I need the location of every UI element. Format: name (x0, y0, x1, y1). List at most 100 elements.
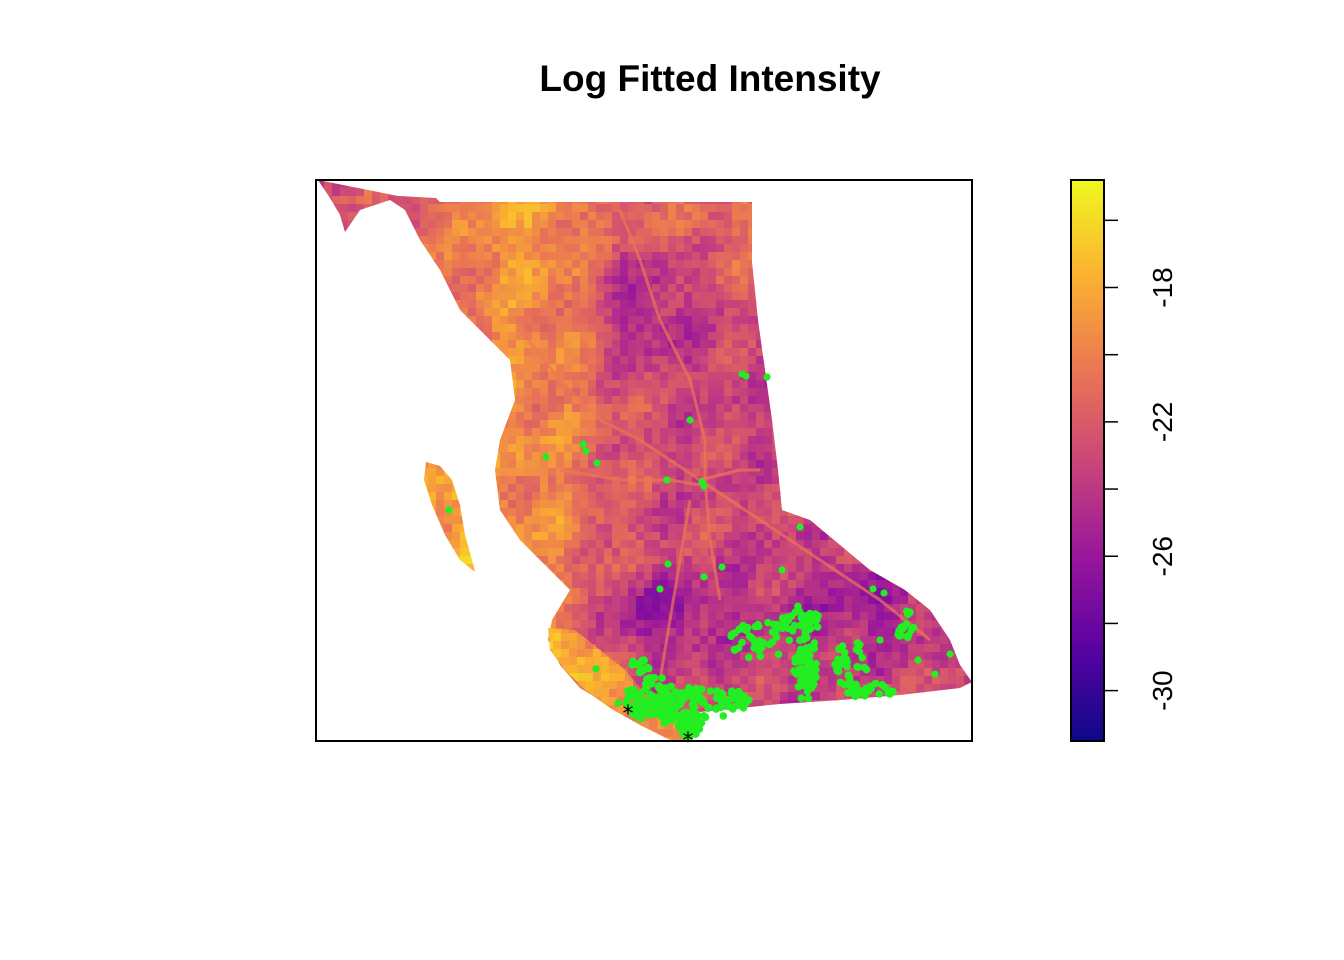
raster-cell (620, 340, 629, 349)
raster-cell (436, 380, 445, 389)
raster-cell (900, 644, 909, 653)
raster-cell (940, 500, 949, 509)
raster-cell (932, 524, 941, 533)
raster-cell (556, 436, 565, 445)
raster-cell (644, 404, 653, 413)
raster-cell (820, 332, 829, 341)
raster-cell (836, 460, 845, 469)
raster-cell (860, 500, 869, 509)
raster-cell (556, 540, 565, 549)
raster-cell (318, 260, 325, 269)
raster-cell (580, 532, 589, 541)
raster-cell (732, 332, 741, 341)
raster-cell (852, 476, 861, 485)
raster-cell (460, 252, 469, 261)
raster-cell (804, 460, 813, 469)
raster-cell (876, 612, 885, 621)
raster-cell (572, 372, 581, 381)
raster-cell (724, 340, 733, 349)
raster-cell (508, 388, 517, 397)
raster-cell (780, 444, 789, 453)
raster-cell (396, 220, 405, 229)
raster-cell (340, 324, 349, 333)
raster-cell (396, 516, 405, 525)
raster-cell (596, 188, 605, 197)
raster-cell (884, 324, 893, 333)
raster-cell (892, 340, 901, 349)
raster-cell (580, 452, 589, 461)
raster-cell (884, 380, 893, 389)
raster-cell (684, 180, 693, 189)
raster-cell (604, 460, 613, 469)
raster-cell (940, 356, 949, 365)
raster-cell (516, 260, 525, 269)
raster-cell (828, 516, 837, 525)
raster-cell (916, 324, 925, 333)
raster-cell (556, 380, 565, 389)
raster-cell (460, 268, 469, 277)
raster-cell (884, 564, 893, 573)
raster-cell (508, 372, 517, 381)
raster-cell (356, 516, 365, 525)
raster-cell (484, 204, 493, 213)
raster-cell (956, 452, 965, 461)
raster-cell (500, 604, 509, 613)
raster-cell (348, 348, 357, 357)
raster-cell (340, 436, 349, 445)
raster-cell (628, 332, 637, 341)
raster-cell (820, 316, 829, 325)
raster-cell (796, 308, 805, 317)
raster-cell (732, 348, 741, 357)
raster-cell (428, 380, 437, 389)
raster-cell (892, 356, 901, 365)
raster-cell (564, 220, 573, 229)
raster-cell (604, 380, 613, 389)
raster-cell (412, 508, 421, 517)
raster-cell (932, 516, 941, 525)
raster-cell (684, 292, 693, 301)
raster-cell (828, 252, 837, 261)
raster-cell (428, 532, 437, 541)
raster-cell (436, 628, 445, 637)
raster-cell (492, 292, 501, 301)
raster-cell (756, 356, 765, 365)
raster-cell (676, 652, 685, 661)
raster-cell (884, 196, 893, 205)
raster-cell (484, 516, 493, 525)
raster-cell (916, 292, 925, 301)
raster-cell (740, 460, 749, 469)
raster-cell (756, 396, 765, 405)
raster-cell (780, 492, 789, 501)
raster-cell (532, 548, 541, 557)
raster-cell (724, 556, 733, 565)
raster-cell (924, 292, 933, 301)
raster-cell (332, 356, 341, 365)
raster-cell (940, 364, 949, 373)
raster-cell (620, 396, 629, 405)
raster-cell (820, 660, 829, 669)
raster-cell (812, 516, 821, 525)
raster-cell (340, 444, 349, 453)
raster-cell (540, 300, 549, 309)
raster-cell (812, 492, 821, 501)
raster-cell (772, 508, 781, 517)
raster-cell (780, 428, 789, 437)
raster-cell (324, 444, 333, 453)
raster-cell (932, 620, 941, 629)
raster-cell (372, 228, 381, 237)
raster-cell (868, 228, 877, 237)
raster-cell (852, 436, 861, 445)
raster-cell (820, 324, 829, 333)
raster-cell (812, 364, 821, 373)
raster-cell (636, 348, 645, 357)
raster-cell (380, 596, 389, 605)
raster-cell (588, 588, 597, 597)
raster-cell (340, 372, 349, 381)
raster-cell (452, 332, 461, 341)
raster-cell (780, 220, 789, 229)
raster-cell (516, 612, 525, 621)
raster-cell (724, 188, 733, 197)
raster-cell (940, 300, 949, 309)
raster-cell (708, 220, 717, 229)
raster-cell (844, 252, 853, 261)
